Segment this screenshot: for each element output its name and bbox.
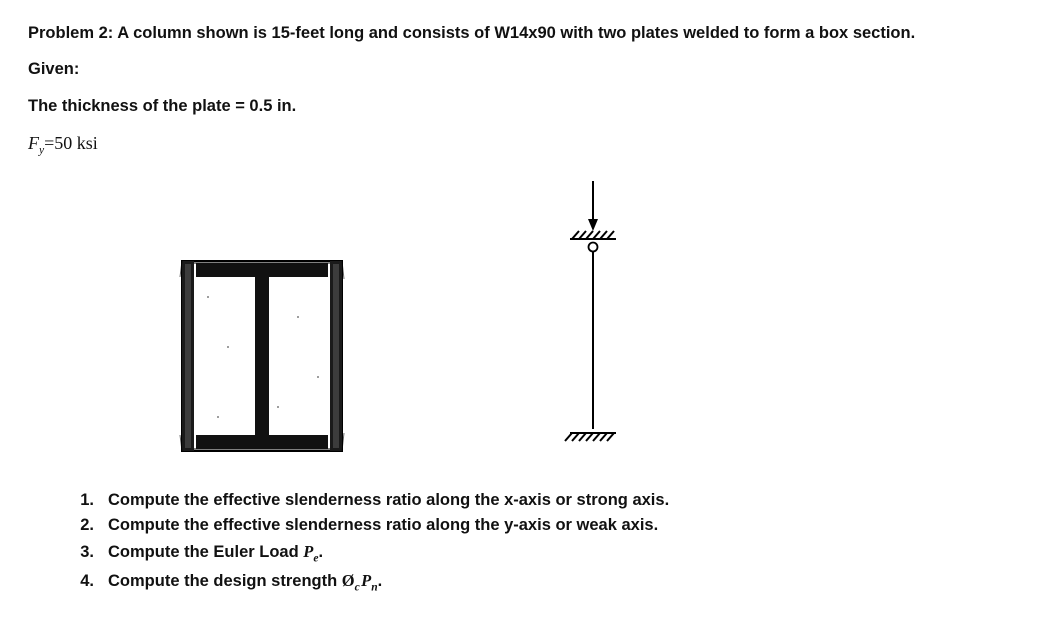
- question-number: 4.: [66, 569, 94, 595]
- question-1: 1. Compute the effective slenderness rat…: [66, 488, 1026, 514]
- fy-value: =50 ksi: [44, 133, 98, 153]
- box-section-figure: [178, 257, 348, 462]
- question-text-post: .: [378, 572, 383, 590]
- column-elevation-svg: [548, 177, 638, 457]
- fy-formula: Fy=50 ksi: [28, 131, 1026, 159]
- plate-thickness: The thickness of the plate = 0.5 in.: [28, 95, 1026, 117]
- question-text: Compute the Euler Load Pe.: [108, 539, 1026, 568]
- phi-symbol-sub: c: [355, 581, 360, 593]
- pn-symbol-main: P: [361, 571, 371, 590]
- question-number: 1.: [66, 488, 94, 514]
- question-number: 2.: [66, 513, 94, 539]
- figures-row: [28, 177, 1026, 462]
- question-text: Compute the effective slenderness ratio …: [108, 488, 1026, 514]
- question-text-pre: Compute the design strength: [108, 572, 342, 590]
- given-label: Given:: [28, 58, 1026, 80]
- fy-var: F: [28, 133, 39, 153]
- question-text: Compute the design strength Øc Pn.: [108, 568, 1026, 597]
- column-elevation-figure: [548, 177, 638, 462]
- problem-heading: Problem 2: A column shown is 15-feet lon…: [28, 22, 1026, 44]
- question-text: Compute the effective slenderness ratio …: [108, 513, 1026, 539]
- question-2: 2. Compute the effective slenderness rat…: [66, 513, 1026, 539]
- box-section-svg: [178, 257, 348, 457]
- question-text-post: .: [319, 543, 324, 561]
- questions-list: 1. Compute the effective slenderness rat…: [28, 488, 1026, 598]
- euler-symbol-main: P: [303, 542, 313, 561]
- question-text-pre: Compute the Euler Load: [108, 543, 303, 561]
- question-number: 3.: [66, 540, 94, 566]
- question-3: 3. Compute the Euler Load Pe.: [66, 539, 1026, 568]
- question-4: 4. Compute the design strength Øc Pn.: [66, 568, 1026, 597]
- phi-symbol: Ø: [342, 571, 355, 590]
